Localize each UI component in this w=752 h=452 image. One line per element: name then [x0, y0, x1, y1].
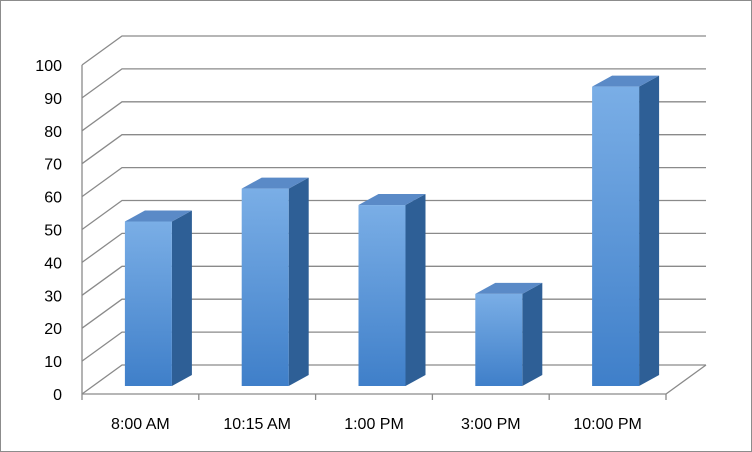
- y-tick-label: 80: [44, 124, 62, 141]
- gridline: [81, 35, 706, 66]
- y-tick-label: 60: [44, 190, 62, 207]
- bar: [358, 194, 426, 386]
- gridline: [81, 166, 706, 198]
- gridline: [81, 101, 706, 132]
- bar-side: [405, 194, 426, 386]
- bar-top: [241, 177, 309, 189]
- y-tick-label: 90: [44, 91, 62, 108]
- gridline: [81, 265, 706, 296]
- bar-top: [358, 194, 426, 206]
- bar-front: [475, 293, 523, 386]
- bar: [124, 210, 192, 386]
- bar: [592, 75, 660, 387]
- bar-side: [288, 177, 309, 386]
- y-tick-label: 0: [53, 387, 62, 404]
- bar-side: [639, 75, 660, 387]
- bar-front: [241, 188, 289, 386]
- axes: [81, 65, 707, 400]
- bar-top: [124, 210, 192, 222]
- y-axis-tick-labels: 0 10 20 30 40 50 60 70 80 90 100: [35, 58, 62, 404]
- y-tick-label: 50: [44, 223, 62, 240]
- y-tick-label: 20: [44, 321, 62, 338]
- x-tick-label: 1:00 PM: [344, 416, 404, 433]
- x-tick-label: 3:00 PM: [461, 416, 521, 433]
- gridline: [81, 68, 706, 99]
- bar-side: [522, 282, 543, 386]
- x-tick-label: 10:15 AM: [223, 416, 291, 433]
- bar-front: [592, 86, 640, 387]
- y-tick-label: 70: [44, 157, 62, 174]
- bar-side: [171, 210, 192, 386]
- bar-front: [358, 205, 406, 386]
- y-tick-label: 100: [35, 58, 62, 75]
- x-tick-label: 8:00 AM: [111, 416, 170, 433]
- gridline: [81, 199, 706, 231]
- bar: [475, 282, 543, 386]
- x-axis-tick-labels: 8:00 AM 10:15 AM 1:00 PM 3:00 PM 10:00 PM: [111, 416, 642, 433]
- bar-top: [592, 75, 660, 87]
- gridline: [81, 232, 706, 263]
- y-tick-label: 10: [44, 354, 62, 371]
- y-tick-label: 30: [44, 288, 62, 305]
- y-tick-label: 40: [44, 255, 62, 272]
- bar-front: [124, 221, 172, 386]
- bars: [124, 75, 660, 387]
- bar: [241, 177, 309, 386]
- bar-top: [475, 282, 543, 294]
- gridline: [81, 134, 706, 165]
- x-tick-label: 10:00 PM: [573, 416, 641, 433]
